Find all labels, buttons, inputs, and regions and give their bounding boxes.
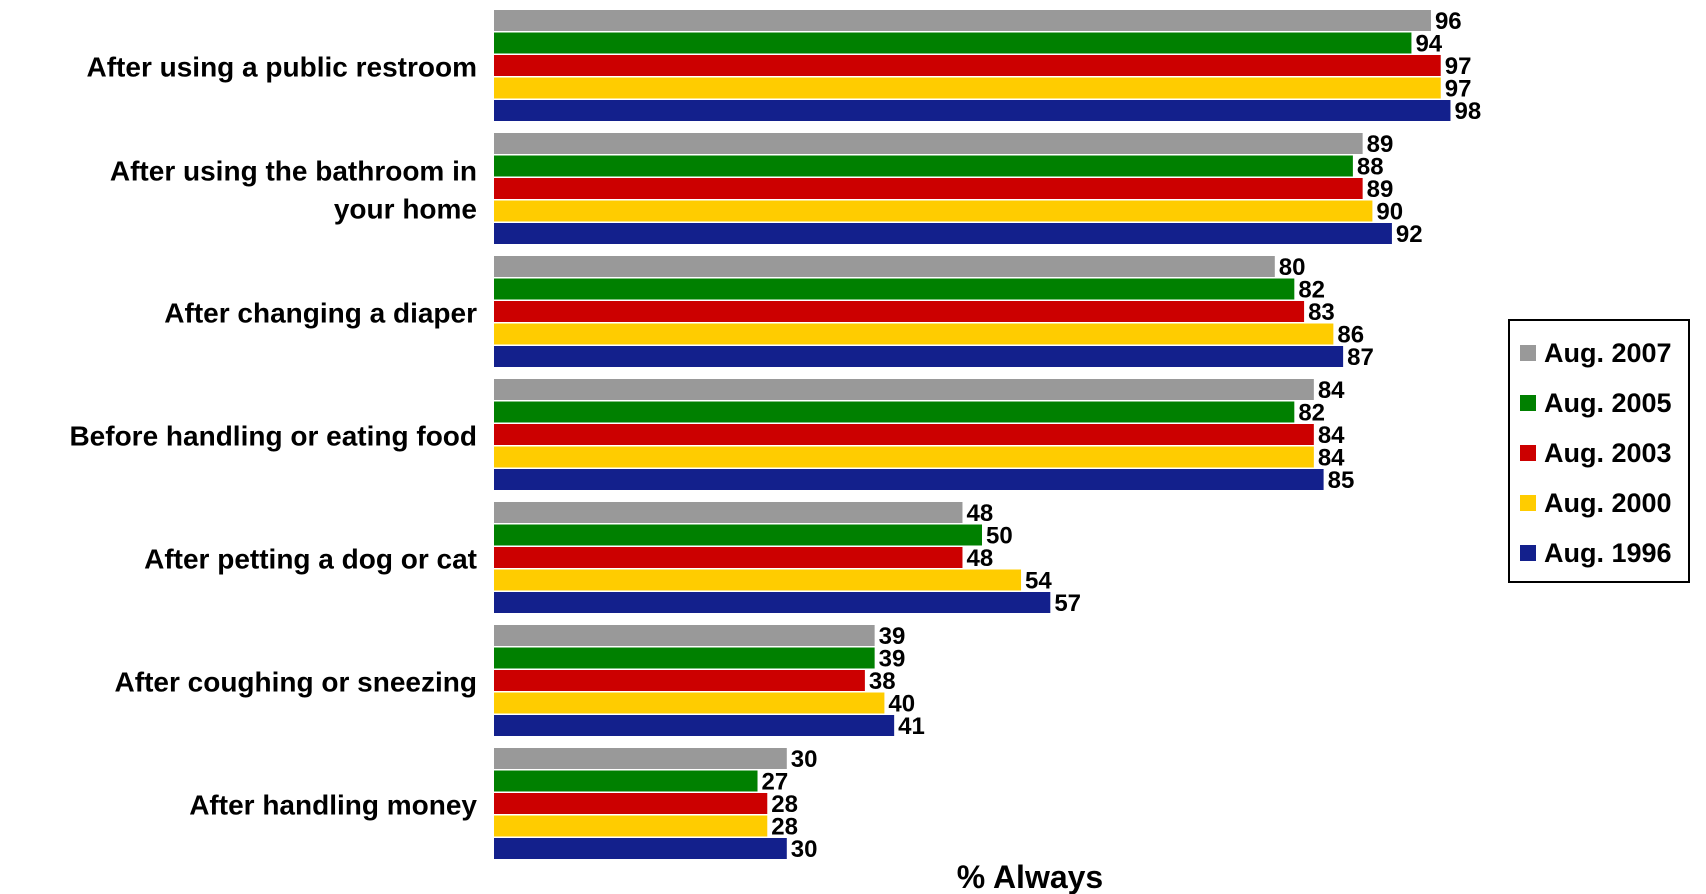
bar [494,670,865,691]
value-label: 84 [1318,377,1345,404]
value-label: 40 [888,691,915,718]
bar [494,346,1344,367]
legend-swatch [1520,495,1536,511]
bar [494,301,1305,322]
bar [494,715,895,736]
bar [494,278,1295,300]
legend-label: Aug. 2003 [1544,437,1672,468]
bar [494,323,1334,345]
bar [494,838,787,859]
category-label: Before handling or eating food [69,420,477,451]
bar [494,547,963,568]
value-label: 87 [1347,344,1374,371]
bar [494,770,758,792]
category-label: After coughing or sneezing [115,666,477,697]
legend: Aug. 2007 Aug. 2005 Aug. 2003 Aug. 2000 Aug.… [1508,319,1690,583]
value-label: 39 [879,646,906,673]
value-label: 92 [1396,221,1423,248]
value-label: 54 [1025,568,1052,595]
bar [494,77,1441,99]
bar [494,469,1324,490]
bar [494,647,875,669]
category-label: After petting a dog or cat [144,543,477,574]
category-labels: After using a public restroom After using… [69,51,477,820]
value-label: 80 [1279,254,1306,281]
value-label: 85 [1328,467,1355,494]
bar [494,401,1295,423]
value-label: 90 [1376,199,1403,226]
bar [494,748,787,769]
bar [494,692,885,714]
value-label: 97 [1445,76,1472,103]
category-label: After using a public restroom [87,51,478,82]
value-label: 98 [1454,98,1481,125]
bar [494,133,1363,154]
value-label: 82 [1298,400,1325,427]
value-label: 38 [869,668,896,695]
legend-swatch [1520,445,1536,461]
bar [494,55,1441,76]
bar [494,178,1363,199]
legend-swatch [1520,545,1536,561]
legend-label: Aug. 2005 [1544,387,1672,418]
value-label: 89 [1367,131,1394,158]
bar [494,379,1314,400]
bar [494,592,1051,613]
bar [494,155,1353,177]
legend-swatch [1520,345,1536,361]
bar [494,256,1275,277]
bar [494,32,1412,54]
legend-item: Aug. 1996 [1510,528,1688,578]
bar [494,569,1022,591]
value-label: 28 [771,814,798,841]
x-axis-label: % Always [957,859,1103,894]
value-label: 57 [1054,590,1081,617]
bar [494,223,1392,244]
bars [494,10,1451,859]
bar [494,10,1431,31]
value-labels: 9694979798898889909280828386878482848485… [762,8,1482,863]
legend-label: Aug. 2007 [1544,337,1672,368]
legend-label: Aug. 1996 [1544,537,1672,568]
value-label: 82 [1298,277,1325,304]
bar [494,200,1373,222]
bar [494,815,768,837]
value-label: 89 [1367,176,1394,203]
bar [494,502,963,523]
category-label: After changing a diaper [164,297,477,328]
value-label: 48 [966,500,993,527]
bar [494,524,982,546]
legend-item: Aug. 2003 [1510,428,1688,478]
bar [494,793,768,814]
value-label: 30 [791,836,818,863]
value-label: 50 [986,523,1013,550]
legend-item: Aug. 2005 [1510,378,1688,428]
bar [494,424,1314,445]
bar-chart: After using a public restroom After using… [69,8,1482,894]
legend-swatch [1520,395,1536,411]
value-label: 88 [1357,154,1384,181]
value-label: 28 [771,791,798,818]
category-label: After handling money [189,789,477,820]
value-label: 41 [898,713,925,740]
legend-label: Aug. 2000 [1544,487,1672,518]
value-label: 39 [879,623,906,650]
value-label: 30 [791,746,818,773]
legend-item: Aug. 2007 [1510,328,1688,378]
value-label: 27 [762,769,789,796]
category-label: After using the bathroom in your home [110,155,477,224]
value-label: 86 [1337,322,1364,349]
value-label: 83 [1308,299,1335,326]
value-label: 96 [1435,8,1462,35]
value-label: 94 [1415,31,1442,58]
value-label: 84 [1318,422,1345,449]
value-label: 48 [966,545,993,572]
value-label: 84 [1318,445,1345,472]
legend-item: Aug. 2000 [1510,478,1688,528]
value-label: 97 [1445,53,1472,80]
bar [494,100,1451,121]
bar [494,625,875,646]
bar [494,446,1314,468]
